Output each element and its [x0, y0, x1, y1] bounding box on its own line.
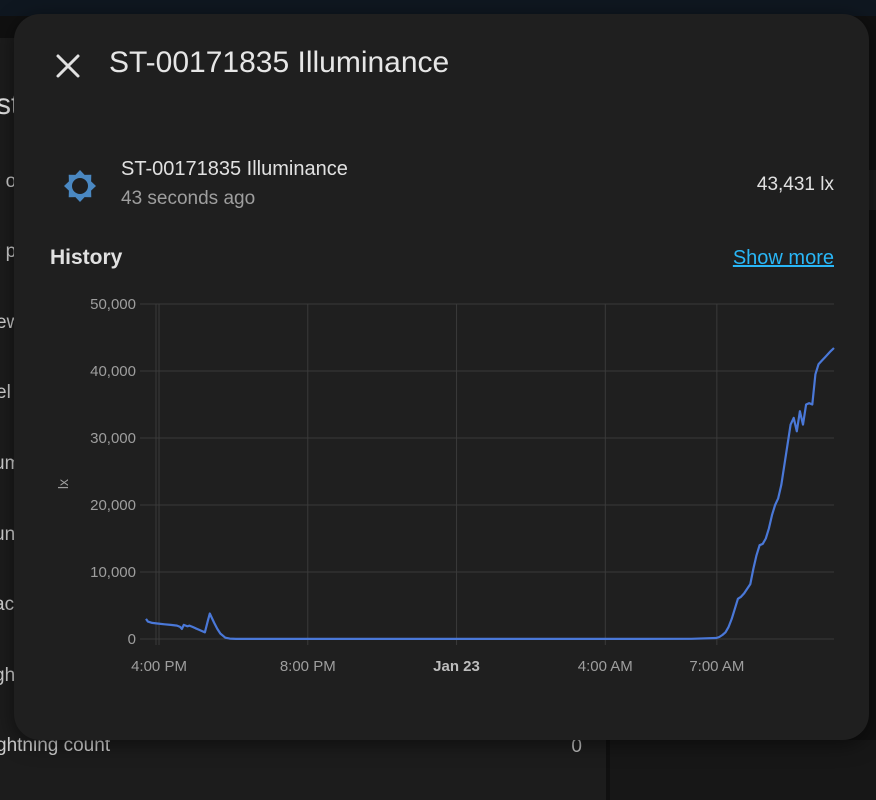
background-panel-edge [866, 170, 876, 210]
background-row: ghtning count [0, 735, 111, 756]
y-tick-label: 40,000 [90, 363, 136, 380]
close-icon [56, 54, 80, 78]
show-more-link[interactable]: Show more [732, 247, 834, 269]
background-row: el [0, 382, 11, 403]
dialog-title: ST-00171835 Illuminance [109, 46, 450, 79]
background-row: r p [0, 241, 17, 262]
y-tick-label: 50,000 [90, 296, 136, 313]
x-tick-label: 4:00 AM [578, 658, 633, 675]
history-title: History [50, 246, 123, 269]
background-panel [610, 740, 876, 800]
y-tick-label: 0 [128, 631, 136, 648]
background-row: r o [0, 171, 17, 192]
brightness-icon [60, 166, 100, 206]
x-tick-label: 4:00 PM [131, 658, 187, 675]
background-row: gh [0, 665, 16, 686]
series-line [145, 347, 835, 640]
y-tick-label: 30,000 [90, 430, 136, 447]
x-tick-label: 8:00 PM [280, 658, 336, 675]
app-header-bar [0, 0, 876, 16]
background-row: un [0, 524, 16, 545]
y-tick-label: 20,000 [90, 497, 136, 514]
entity-name[interactable]: ST-00171835 Illuminance [121, 158, 348, 180]
history-chart[interactable]: 0 10,000 20,000 30,000 40,000 50,000 4:00 PM 8… [14, 284, 869, 704]
background-row: ac [0, 594, 15, 615]
x-tick-label: Jan 23 [433, 658, 480, 675]
close-button[interactable] [52, 50, 84, 82]
x-tick-label: 7:00 AM [689, 658, 744, 675]
background-value: 0 [571, 736, 582, 757]
entity-last-changed: 43 seconds ago [121, 188, 256, 209]
y-axis-label: lx [55, 479, 71, 489]
entity-state: 43,431 lx [756, 174, 834, 195]
y-tick-label: 10,000 [90, 564, 136, 581]
more-info-dialog: ST-00171835 Illuminance ST-00171835 Illu… [14, 14, 869, 740]
